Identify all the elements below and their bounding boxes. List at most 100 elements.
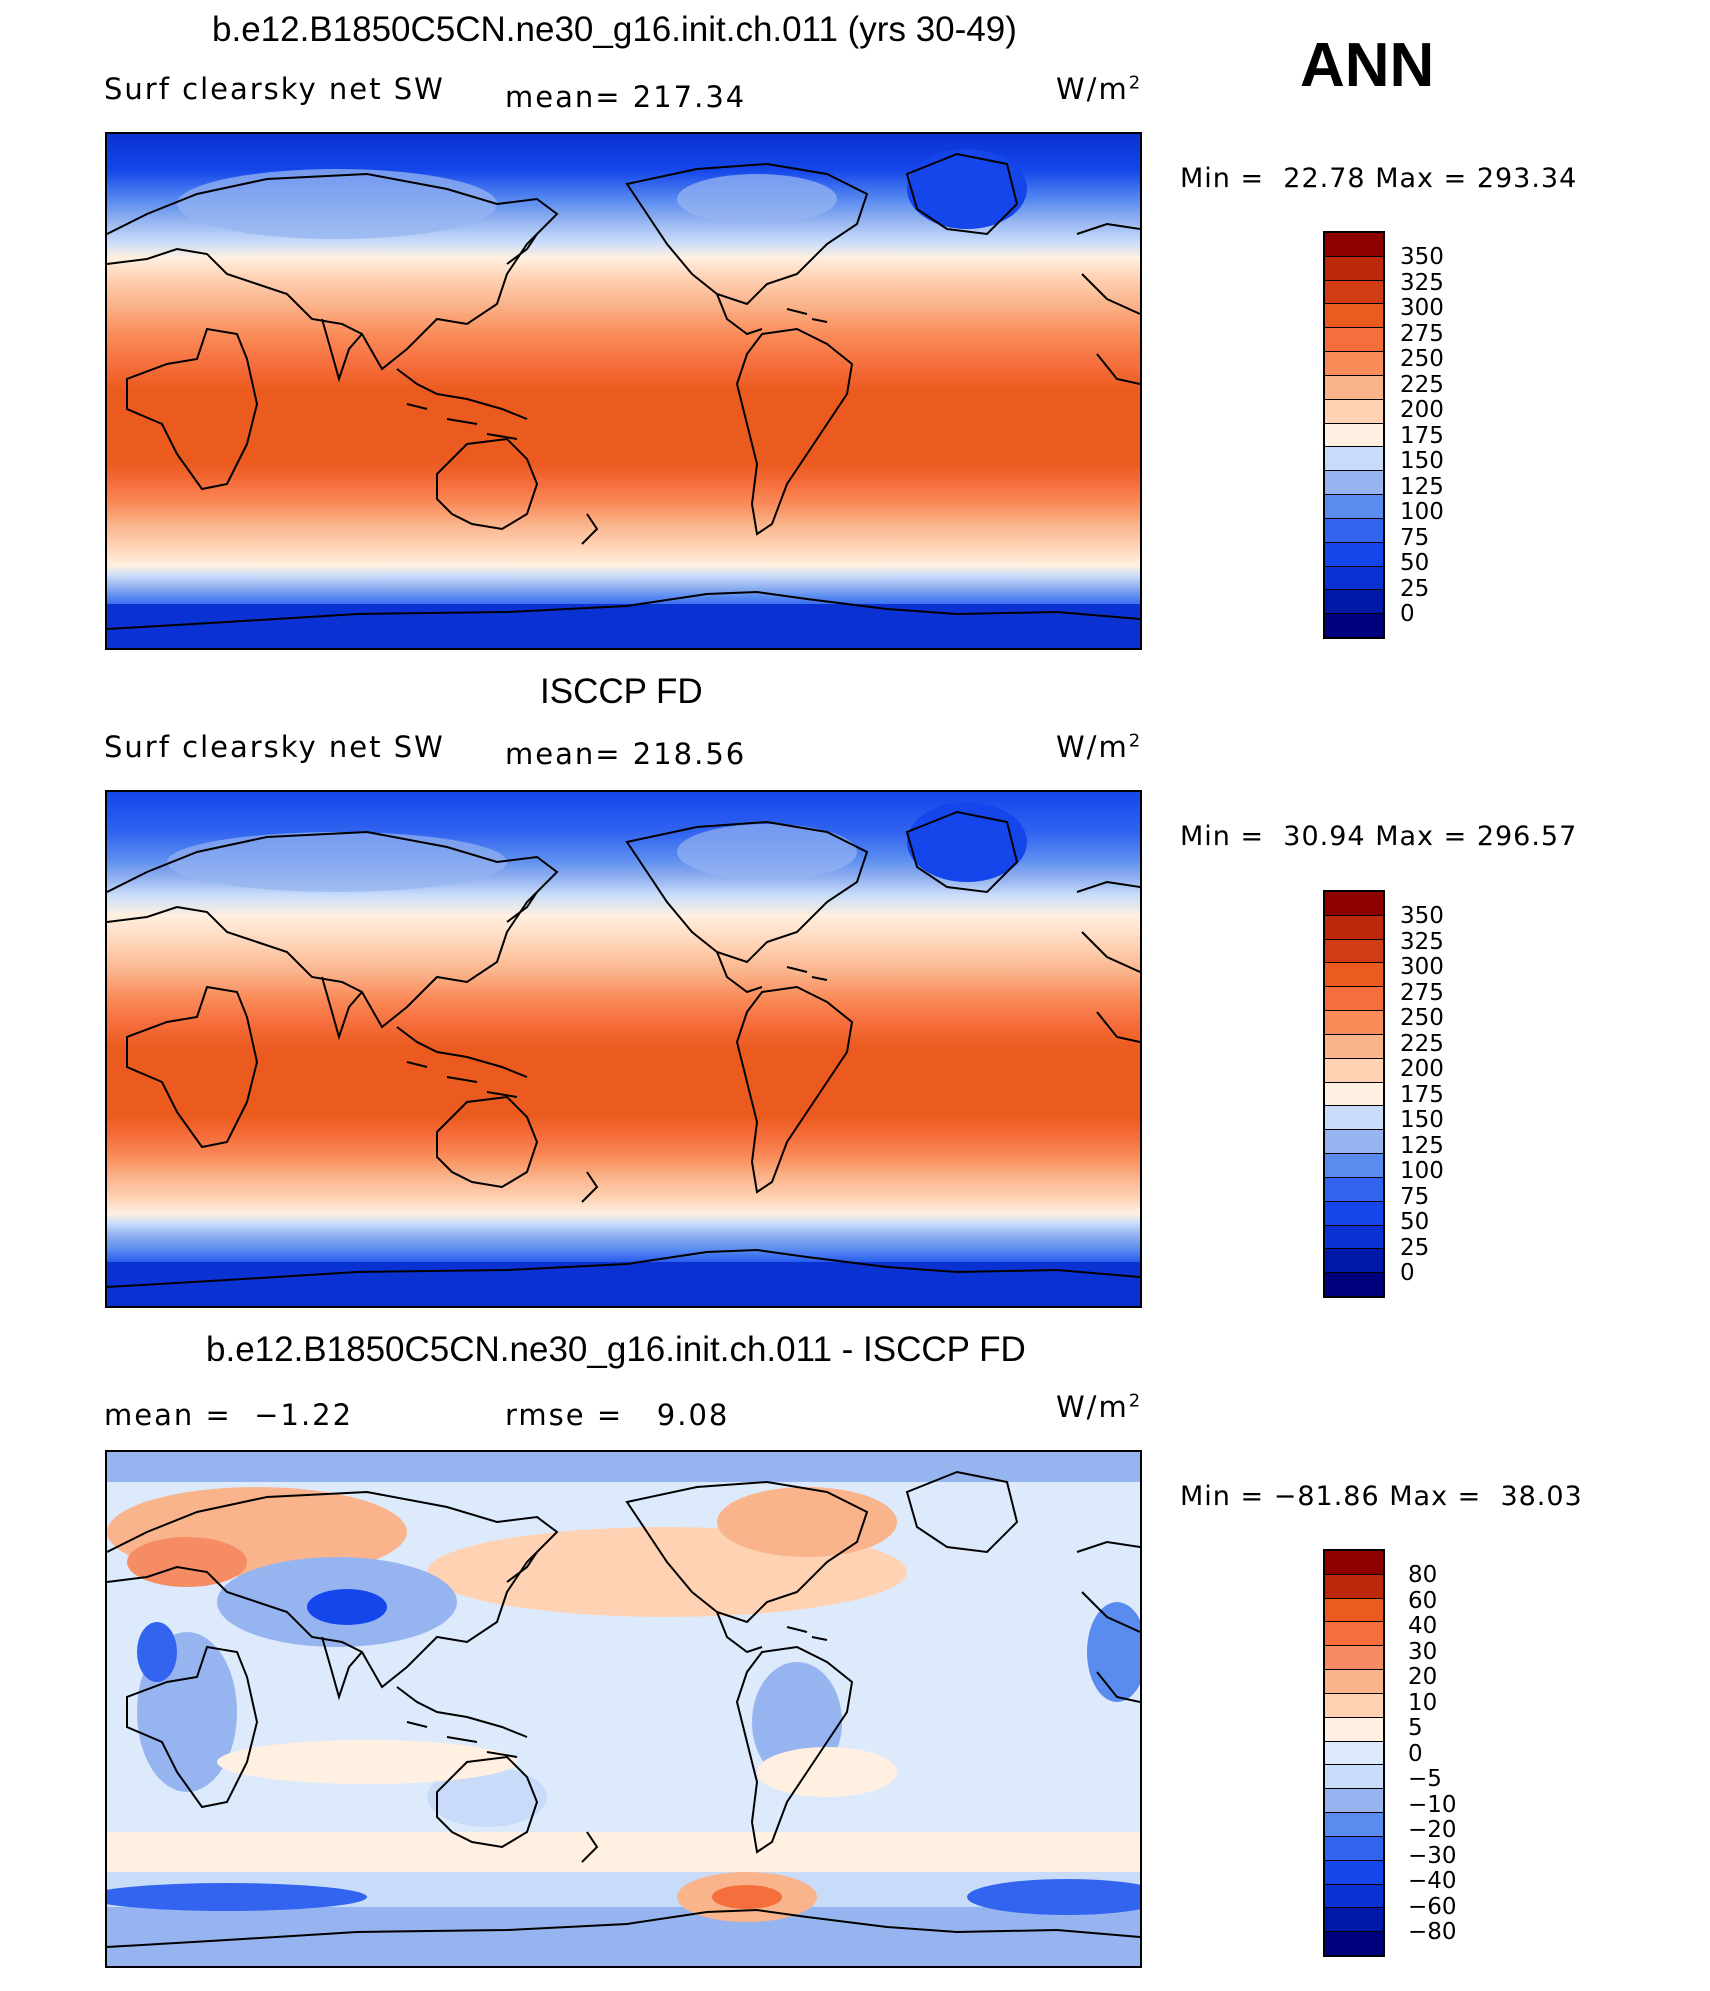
colorbar-tick-label: 250 <box>1400 1005 1444 1031</box>
greenland <box>907 149 1027 229</box>
max-value: 38.03 <box>1500 1481 1583 1512</box>
colorbar-swatch <box>1325 495 1383 519</box>
colorbar-tick-label: 30 <box>1408 1638 1438 1665</box>
max-label: Max = <box>1389 1481 1482 1512</box>
colorbar-swatch <box>1325 1717 1383 1742</box>
min-value: 22.78 <box>1283 163 1366 194</box>
colorbar-swatch <box>1325 1622 1383 1647</box>
colorbar-swatch <box>1325 1789 1383 1814</box>
colorbar-swatch <box>1325 1034 1383 1059</box>
min-value: 30.94 <box>1283 821 1366 852</box>
units-label: W/m <box>1056 730 1129 764</box>
colorbar-swatch <box>1325 1765 1383 1790</box>
colorbar-tick-label: 325 <box>1400 928 1444 955</box>
panel-obs-colorbar-labels: 350 325 300 275 250 225 200 175 150 125 100 75 50 25 0 <box>1400 905 1480 1285</box>
panel-diff-title: b.e12.B1850C5CN.ne30_g16.init.ch.011 - I… <box>206 1330 1026 1369</box>
min-label: Min = <box>1180 821 1265 852</box>
colorbar-tick-label: 25 <box>1400 575 1430 602</box>
panel-obs-title: ISCCP FD <box>540 672 703 711</box>
colorbar-tick-label: 350 <box>1400 903 1444 929</box>
coastlines <box>107 152 1140 630</box>
panel-diff-colorbar-labels: 80 60 40 30 20 10 5 0 −5 −10 −20 −30 −40 −60 −80 <box>1408 1564 1488 1944</box>
colorbar-tick-label: −30 <box>1408 1842 1457 1869</box>
colorbar-swatch <box>1325 1551 1383 1575</box>
colorbar-swatch <box>1325 328 1383 353</box>
colorbar-tick-label: 25 <box>1400 1234 1430 1261</box>
colorbar-tick-label: 175 <box>1400 1081 1444 1108</box>
colorbar-swatch <box>1325 1201 1383 1226</box>
colorbar-tick-label: 0 <box>1400 601 1415 627</box>
rmse-value: 9.08 <box>656 1398 730 1432</box>
colorbar-tick-label: 275 <box>1400 979 1444 1006</box>
units-exponent: 2 <box>1128 730 1141 752</box>
panel-diff-mean: mean = −1.22 <box>104 1398 353 1432</box>
panel-diff-map <box>105 1450 1142 1968</box>
panel-model-colorbar-labels: 350 325 300 275 250 225 200 175 150 125 100 75 50 25 0 <box>1400 246 1480 626</box>
colorbar-tick-label: 20 <box>1408 1664 1438 1690</box>
max-label: Max = <box>1375 163 1468 194</box>
colorbar-swatch <box>1325 1058 1383 1083</box>
panel-model-map <box>105 132 1142 650</box>
panel-model-units: W/m2 <box>1056 72 1140 106</box>
colorbar-tick-label: 100 <box>1400 1158 1444 1184</box>
colorbar-swatch <box>1325 1884 1383 1909</box>
antarctica-shading <box>107 604 1140 648</box>
rmse-label: rmse = <box>505 1398 624 1432</box>
colorbar-tick-label: −10 <box>1408 1791 1457 1818</box>
colorbar-tick-label: 225 <box>1400 1030 1444 1057</box>
mean-value: 218.56 <box>632 737 747 771</box>
colorbar-tick-label: 5 <box>1408 1715 1423 1741</box>
colorbar-swatch <box>1325 1249 1383 1274</box>
colorbar-swatch <box>1325 256 1383 281</box>
panel-model-mean: mean= 217.34 <box>505 80 746 114</box>
colorbar-swatch <box>1325 1106 1383 1131</box>
colorbar-swatch <box>1325 352 1383 376</box>
colorbar-swatch <box>1325 542 1383 567</box>
panel-model-minmax: Min = 22.78 Max = 293.34 <box>1180 163 1577 194</box>
panel-model-variable: Surf clearsky net SW <box>104 72 445 106</box>
colorbar-tick-label: 300 <box>1400 954 1444 980</box>
mean-value: −1.22 <box>254 1398 354 1432</box>
colorbar-swatch <box>1325 1813 1383 1837</box>
colorbar-swatch <box>1325 1860 1383 1885</box>
colorbar-tick-label: 80 <box>1408 1562 1438 1588</box>
colorbar-tick-label: 100 <box>1400 499 1444 525</box>
panel-obs-minmax: Min = 30.94 Max = 296.57 <box>1180 821 1577 852</box>
panel-obs-mean: mean= 218.56 <box>505 737 746 771</box>
colorbar-swatch <box>1325 1574 1383 1599</box>
colorbar-tick-label: 75 <box>1400 1183 1430 1210</box>
colorbar-swatch <box>1325 1670 1383 1694</box>
panel-obs-units: W/m2 <box>1056 730 1140 764</box>
panel-obs-variable: Surf clearsky net SW <box>104 730 445 764</box>
coastlines <box>107 1470 1140 1948</box>
max-value: 293.34 <box>1476 163 1578 194</box>
colorbar-tick-label: 150 <box>1400 1107 1444 1133</box>
colorbar-swatch <box>1325 280 1383 305</box>
colorbar-swatch <box>1325 447 1383 472</box>
difference-patterns <box>107 1452 1140 1966</box>
units-exponent: 2 <box>1128 72 1141 94</box>
colorbar-swatch <box>1325 375 1383 400</box>
colorbar-tick-label: −5 <box>1408 1766 1442 1792</box>
colorbar-tick-label: 50 <box>1400 550 1430 576</box>
panel-diff-colorbar <box>1323 1549 1385 1957</box>
run-title: b.e12.B1850C5CN.ne30_g16.init.ch.011 (yr… <box>212 10 1017 49</box>
map-svg <box>107 134 1140 648</box>
colorbar-swatch <box>1325 1225 1383 1250</box>
colorbar-swatch <box>1325 1932 1383 1956</box>
colorbar-swatch <box>1325 423 1383 448</box>
colorbar-tick-label: −80 <box>1408 1919 1457 1945</box>
land-shading <box>167 824 857 892</box>
panel-diff-units: W/m2 <box>1056 1390 1140 1424</box>
colorbar-swatch <box>1325 915 1383 940</box>
colorbar-tick-label: 225 <box>1400 371 1444 398</box>
units-label: W/m <box>1056 1390 1129 1424</box>
colorbar-swatch <box>1325 614 1383 638</box>
mean-label: mean= <box>505 737 622 771</box>
colorbar-swatch <box>1325 1154 1383 1178</box>
max-value: 296.57 <box>1476 821 1578 852</box>
mean-value: 217.34 <box>632 80 747 114</box>
min-label: Min = <box>1180 163 1265 194</box>
coastlines <box>107 810 1140 1288</box>
colorbar-tick-label: 200 <box>1400 1056 1444 1082</box>
